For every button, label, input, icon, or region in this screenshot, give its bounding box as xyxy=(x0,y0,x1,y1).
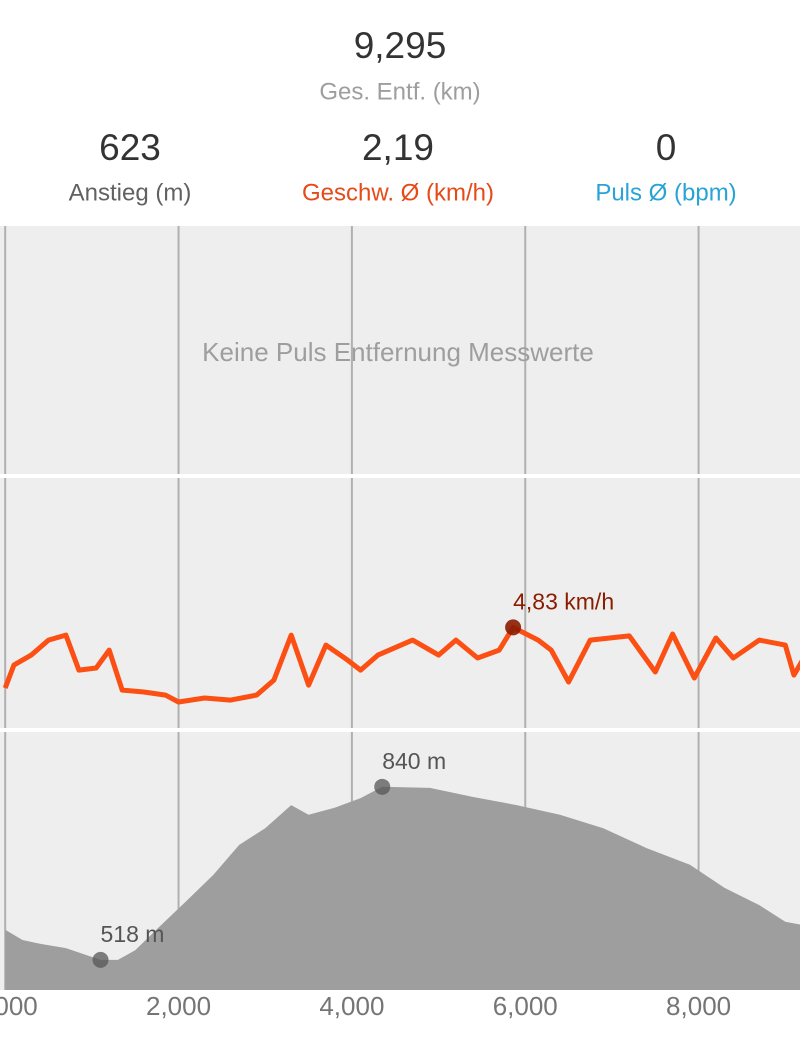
stat-label: Puls Ø (bpm) xyxy=(595,179,736,206)
stat-value: 623 xyxy=(99,127,161,168)
x-tick-label: 6,000 xyxy=(493,991,558,1021)
annotation-label: 518 m xyxy=(101,921,165,947)
stat-label: Geschw. Ø (km/h) xyxy=(302,179,494,206)
x-tick-label: 2,000 xyxy=(146,991,211,1021)
panel-bg xyxy=(0,478,800,728)
no-data-message: Keine Puls Entfernung Messwerte xyxy=(202,337,594,367)
panel-bg xyxy=(0,226,800,474)
x-tick-label: 4,000 xyxy=(319,991,384,1021)
annotation-label: 840 m xyxy=(382,748,446,774)
stat-value: 0 xyxy=(656,127,677,168)
annotation-marker xyxy=(374,778,391,795)
header-bg xyxy=(0,0,800,225)
speed-line xyxy=(2,624,800,705)
total-value: 9,295 xyxy=(354,25,447,66)
elevation-area xyxy=(5,786,800,990)
x-tick-label: 8,000 xyxy=(666,991,731,1021)
annotation-label: 4,83 km/h xyxy=(513,588,614,614)
annotation-marker xyxy=(505,619,522,636)
x-tick-label: 0,000 xyxy=(0,991,38,1021)
annotation-marker xyxy=(92,951,109,968)
total-label: Ges. Entf. (km) xyxy=(319,78,480,105)
stat-label: Anstieg (m) xyxy=(69,179,192,206)
stat-value: 2,19 xyxy=(362,127,434,168)
